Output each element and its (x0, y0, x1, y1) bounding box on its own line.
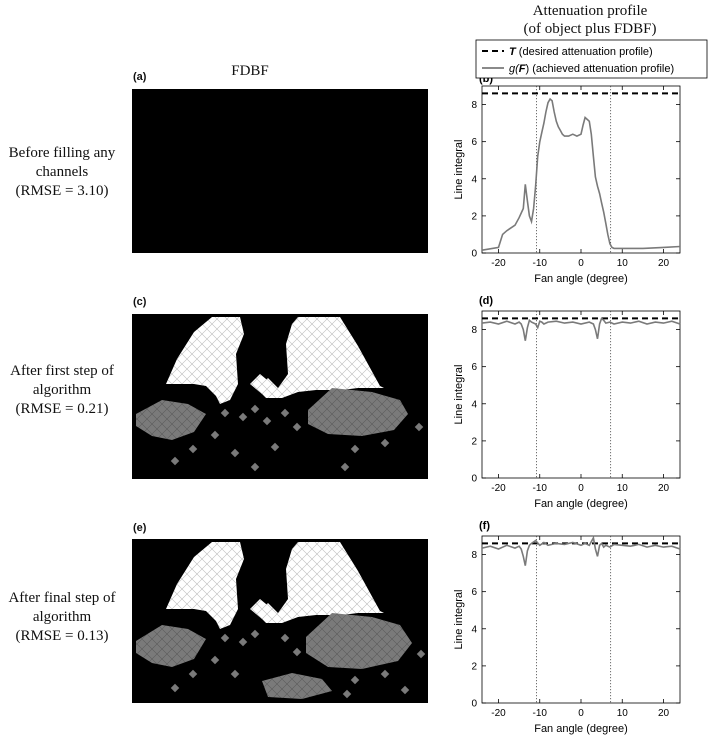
y-tick-label: 4 (471, 399, 477, 410)
fdbf-gray-left (136, 625, 206, 667)
legend-target-symbol: T (509, 46, 517, 58)
x-tick-label: -10 (533, 258, 548, 269)
y-tick-label: 4 (471, 174, 477, 185)
x-tick-label: 10 (617, 483, 629, 494)
y-tick-label: 4 (471, 624, 477, 635)
achieved-series-line (481, 535, 681, 566)
fdbf-fill-middle (250, 599, 272, 619)
plot-frame (481, 535, 681, 704)
profile-header-line1: Attenuation profile (532, 3, 648, 19)
profile-column-header: Attenuation profile (of object plus FDBF… (490, 2, 690, 38)
y-tick-label: 8 (471, 550, 477, 561)
x-tick-label: 20 (658, 708, 670, 719)
fdbf-fill-left (166, 317, 244, 404)
row-label-line: (RMSE = 0.13) (15, 628, 109, 644)
y-tick-label: 8 (471, 100, 477, 111)
legend-achieved-label: g(F) (achieved attenuation profile) (509, 63, 674, 75)
y-tick-label: 2 (471, 436, 477, 447)
plot-panel-letter: (d) (479, 295, 493, 307)
fdbf-fill-right (256, 542, 384, 623)
x-tick-label: 20 (658, 483, 670, 494)
panel-letter-e: (e) (133, 522, 147, 534)
row-label-line: After final step of (8, 590, 116, 606)
legend-box (475, 39, 708, 79)
fdbf-pattern-first (136, 317, 424, 472)
y-tick-label: 0 (471, 699, 477, 710)
profile-header-line2: (of object plus FDBF) (523, 21, 657, 37)
fdbf-image-final-step (132, 539, 428, 703)
fdbf-image-first-step (132, 314, 428, 479)
y-tick-label: 0 (471, 249, 477, 260)
y-tick-label: 6 (471, 587, 477, 598)
x-tick-label: 0 (578, 708, 584, 719)
x-tick-label: 10 (617, 258, 629, 269)
x-axis-label: Fan angle (degree) (534, 273, 628, 285)
achieved-series-line (481, 317, 681, 341)
fdbf-fill-middle (250, 374, 272, 394)
row-label-line: (RMSE = 0.21) (15, 401, 109, 417)
y-tick-label: 8 (471, 325, 477, 336)
fdbf-gray-bottom (262, 673, 332, 699)
x-tick-label: 10 (617, 708, 629, 719)
y-axis-label: Line integral (453, 140, 465, 200)
legend-achieved-prefix: g( (509, 63, 520, 75)
y-axis-label: Line integral (453, 590, 465, 650)
row-label-2: After first step of algorithm (RMSE = 0.… (0, 362, 124, 419)
x-tick-label: 20 (658, 258, 670, 269)
legend-achieved-var: F (519, 63, 526, 75)
fdbf-gray-left (136, 400, 206, 440)
x-tick-label: -20 (491, 708, 506, 719)
panel-letter-c: (c) (133, 296, 147, 308)
fdbf-gray-right (306, 613, 412, 669)
x-tick-label: -10 (533, 483, 548, 494)
x-tick-label: -10 (533, 708, 548, 719)
fdbf-fill-right (256, 317, 384, 398)
row-label-line: (RMSE = 3.10) (15, 183, 109, 199)
y-tick-label: 6 (471, 362, 477, 373)
row-label-line: algorithm (32, 382, 92, 398)
legend-achieved-text: (achieved attenuation profile) (529, 63, 674, 75)
y-tick-label: 6 (471, 137, 477, 148)
x-tick-label: 0 (578, 483, 584, 494)
fdbf-gray-diamonds (170, 404, 424, 472)
x-tick-label: 0 (578, 258, 584, 269)
x-axis-label: Fan angle (degree) (534, 498, 628, 510)
y-tick-label: 2 (471, 661, 477, 672)
plot-panel-letter: (f) (479, 520, 490, 532)
fdbf-pattern-final (136, 542, 426, 699)
y-tick-label: 2 (471, 211, 477, 222)
fdbf-image-empty (132, 89, 428, 253)
row-label-1: Before filling any channels (RMSE = 3.10… (0, 144, 124, 201)
row-label-line: After first step of (10, 363, 114, 379)
panel-letter-a: (a) (133, 71, 147, 83)
row-label-line: algorithm (32, 609, 92, 625)
x-tick-label: -20 (491, 258, 506, 269)
fdbf-column-header: FDBF (231, 63, 269, 79)
legend-target-label: T (desired attenuation profile) (509, 46, 653, 58)
row-label-line: Before filling any (8, 145, 116, 161)
x-axis-label: Fan angle (degree) (534, 723, 628, 735)
legend-target-text: (desired attenuation profile) (516, 46, 653, 58)
plot-frame (481, 310, 681, 479)
fdbf-fill-left (166, 542, 244, 629)
legend-achieved-suffix: ) (526, 63, 530, 75)
row-label-line: channels (35, 164, 89, 180)
x-tick-label: -20 (491, 483, 506, 494)
y-axis-label: Line integral (453, 365, 465, 425)
fdbf-gray-right (308, 388, 408, 436)
row-label-3: After final step of algorithm (RMSE = 0.… (0, 589, 124, 646)
y-tick-label: 0 (471, 474, 477, 485)
achieved-series-line (481, 97, 681, 251)
